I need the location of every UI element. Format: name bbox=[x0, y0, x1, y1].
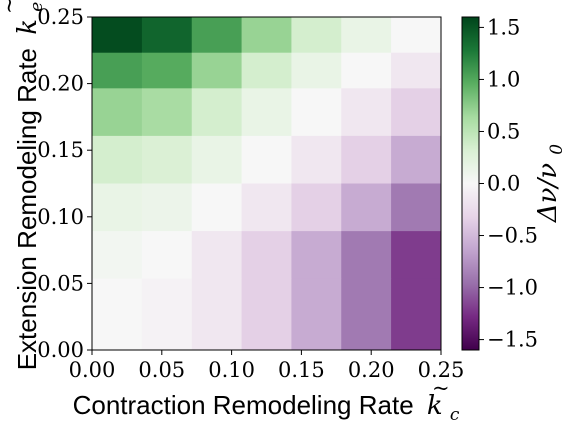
heatmap-cell bbox=[92, 231, 143, 280]
x-axis-label-subscript: c bbox=[450, 405, 460, 424]
y-tick-label: 0.00 bbox=[37, 338, 84, 362]
heatmap-cell bbox=[341, 52, 392, 89]
plot-frame bbox=[91, 16, 442, 351]
heatmap-cell bbox=[341, 88, 392, 137]
heatmap-cell bbox=[141, 52, 193, 89]
heatmap-cell bbox=[341, 135, 392, 184]
heatmap-cell bbox=[191, 88, 243, 137]
y-axis-label-tilde: ~ bbox=[0, 0, 21, 14]
y-axis-label: Extension Remodeling Rate k e bbox=[12, 2, 47, 371]
heatmap-cell bbox=[141, 183, 193, 232]
heatmap-cell bbox=[92, 278, 143, 351]
heatmap-cell bbox=[191, 183, 243, 232]
x-tick-label: 0.15 bbox=[278, 358, 325, 382]
heatmap-cell bbox=[291, 135, 342, 184]
heatmap-cell bbox=[291, 231, 342, 280]
heatmap-cell bbox=[141, 231, 193, 280]
y-axis-label-symbol: k bbox=[13, 19, 43, 35]
y-axis-label-text: Extension Remodeling Rate bbox=[12, 48, 42, 370]
heatmap-cell bbox=[92, 183, 143, 232]
x-axis-label-text: Contraction Remodeling Rate bbox=[73, 390, 414, 420]
heatmap-cell bbox=[141, 135, 193, 184]
x-axis-label: Contraction Remodeling Rate k c bbox=[73, 390, 460, 424]
colorbar-tick-label: −1.0 bbox=[487, 276, 538, 300]
heatmap-cell bbox=[241, 278, 292, 351]
heatmap-cell bbox=[391, 88, 442, 137]
heatmap-cell bbox=[92, 17, 143, 54]
heatmap-cell bbox=[191, 231, 243, 280]
colorbar-tick-label: −0.5 bbox=[487, 224, 538, 248]
y-tick-label: 0.20 bbox=[37, 72, 84, 96]
x-tick-label: 0.25 bbox=[418, 358, 465, 382]
y-tick-label: 0.10 bbox=[37, 205, 84, 229]
heatmap-cell bbox=[241, 17, 292, 54]
heatmap-cell bbox=[391, 278, 442, 351]
heatmap-cell bbox=[391, 52, 442, 89]
heatmap-cell bbox=[241, 231, 292, 280]
heatmap-cell bbox=[341, 17, 392, 54]
colorbar-tick-label: 0.0 bbox=[487, 172, 520, 196]
heatmap-cell bbox=[191, 52, 243, 89]
x-axis-ticks: 0.00 0.05 0.10 0.15 0.20 0.25 bbox=[69, 350, 465, 382]
y-tick-label: 0.15 bbox=[37, 138, 84, 162]
x-tick-label: 0.10 bbox=[208, 358, 255, 382]
y-tick-label: 0.05 bbox=[37, 271, 84, 295]
heatmap-cell bbox=[291, 88, 342, 137]
colorbar-tick-label: 1.0 bbox=[487, 67, 520, 91]
heatmap-cell bbox=[291, 278, 342, 351]
heatmap-cell bbox=[341, 278, 392, 351]
colorbar bbox=[461, 16, 480, 351]
heatmap-cell bbox=[391, 231, 442, 280]
heatmap-cell bbox=[92, 135, 143, 184]
heatmap-cell bbox=[341, 183, 392, 232]
x-tick-label: 0.00 bbox=[69, 358, 116, 382]
y-tick-label: 0.25 bbox=[37, 5, 84, 29]
heatmap-cell bbox=[92, 88, 143, 137]
heatmap-cell bbox=[92, 52, 143, 89]
heatmap-cell bbox=[391, 17, 442, 54]
colorbar-tick-label: 1.5 bbox=[487, 15, 520, 39]
colorbar-tick-label: −1.5 bbox=[487, 328, 538, 352]
heatmap-cell bbox=[141, 17, 193, 54]
x-tick-label: 0.05 bbox=[138, 358, 185, 382]
x-axis-label-symbol: k bbox=[427, 391, 443, 421]
x-axis-label-tilde: ~ bbox=[432, 376, 450, 400]
y-axis-label-subscript: e bbox=[27, 2, 47, 12]
heatmap-cell bbox=[241, 88, 292, 137]
heatmap-cell bbox=[391, 135, 442, 184]
heatmap-cells bbox=[92, 17, 442, 351]
colorbar-tick-label: 0.5 bbox=[487, 119, 520, 143]
heatmap-cell bbox=[191, 17, 243, 54]
heatmap-cell bbox=[241, 135, 292, 184]
colorbar-label: Δν/ν 0 bbox=[533, 144, 567, 223]
heatmap-cell bbox=[241, 183, 292, 232]
x-tick-label: 0.20 bbox=[348, 358, 395, 382]
heatmap-cell bbox=[391, 183, 442, 232]
heatmap-cell bbox=[141, 88, 193, 137]
heatmap-cell bbox=[141, 278, 193, 351]
colorbar-ticks: 1.5 1.0 0.5 0.0 −0.5 −1.0 −1.5 bbox=[479, 15, 538, 352]
colorbar-label-subscript: 0 bbox=[547, 144, 567, 155]
heatmap-cell bbox=[291, 17, 342, 54]
heatmap-cell bbox=[241, 52, 292, 89]
heatmap-cell bbox=[341, 231, 392, 280]
y-axis-ticks: 0.00 0.05 0.10 0.15 0.20 0.25 bbox=[37, 5, 92, 362]
heatmap-cell bbox=[191, 278, 243, 351]
colorbar-label-text: Δν/ν bbox=[533, 163, 563, 223]
heatmap-cell bbox=[291, 183, 342, 232]
heatmap-cell bbox=[191, 135, 243, 184]
heatmap-cell bbox=[291, 52, 342, 89]
